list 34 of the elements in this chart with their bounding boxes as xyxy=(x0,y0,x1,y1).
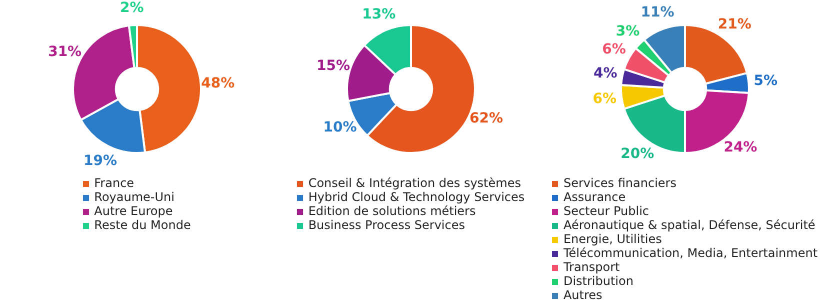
legend-label: Transport xyxy=(563,260,620,274)
data-label: 21% xyxy=(718,16,752,33)
legend-label: Autre Europe xyxy=(94,204,173,218)
legend-label: Autres xyxy=(563,288,602,302)
legend-label: Distribution xyxy=(563,274,634,288)
legend-label: Assurance xyxy=(563,190,626,204)
data-label: 2% xyxy=(120,0,144,16)
data-label: 13% xyxy=(362,6,396,22)
data-label: 6% xyxy=(602,42,626,58)
legend-label: France xyxy=(94,176,134,190)
data-label: 48% xyxy=(201,76,235,92)
data-label: 31% xyxy=(48,44,82,60)
data-label: 20% xyxy=(620,146,654,162)
legend-label: Secteur Public xyxy=(563,204,650,218)
data-label: 6% xyxy=(592,90,617,107)
legend-label: Edition de solutions métiers xyxy=(308,204,476,218)
legend-label: Services financiers xyxy=(563,176,676,190)
legend-label: Conseil & Intégration des systèmes xyxy=(308,176,521,190)
legend-label: Business Process Services xyxy=(308,218,465,232)
legend-label: Royaume-Uni xyxy=(94,190,174,204)
data-label: 19% xyxy=(83,152,117,169)
data-label: 3% xyxy=(616,23,640,40)
data-label: 24% xyxy=(724,140,758,156)
data-label: 10% xyxy=(323,120,357,136)
legend-label: Energie, Utilities xyxy=(563,232,662,246)
legend-label: Hybrid Cloud & Technology Services xyxy=(308,190,525,204)
data-label: 62% xyxy=(470,110,504,126)
data-label: 11% xyxy=(640,4,674,20)
data-label: 4% xyxy=(594,65,618,82)
data-label: 15% xyxy=(316,58,350,74)
data-label: 5% xyxy=(754,73,778,90)
legend-label: Aéronautique & spatial, Défense, Sécurité xyxy=(563,218,816,232)
legend-label: Reste du Monde xyxy=(94,218,191,232)
legend-label: Télécommunication, Media, Entertainment xyxy=(563,246,818,260)
